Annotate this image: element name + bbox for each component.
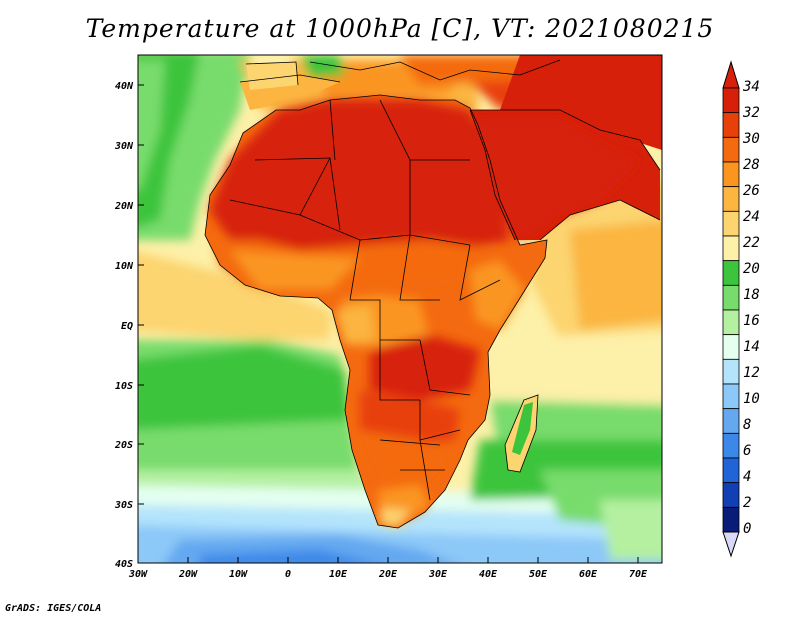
colorbar-label: 6 [743,443,751,459]
colorbar-label: 26 [743,183,760,199]
colorbar-label: 20 [743,261,760,277]
colorbar-label: 10 [743,391,760,407]
colorbar-swatch [722,482,740,508]
map-frame [137,54,663,564]
lon-label: 30E [428,569,448,580]
footer-credit: GrADS: IGES/COLA [5,603,102,614]
colorbar-label: 12 [743,365,760,381]
colorbar-swatch [722,112,740,138]
lon-label: 50E [529,569,548,580]
colorbar-swatch [722,87,740,114]
lat-label: 30N [114,141,134,152]
lat-label: EQ [121,321,133,332]
colorbar-swatch [722,210,740,237]
colorbar-label: 8 [743,417,751,433]
lon-label: 0 [285,569,291,580]
colorbar-swatch [722,408,740,434]
map-title: Temperature at 1000hPa [C], VT: 20210802… [85,14,715,43]
lon-label: 20W [178,569,198,580]
colorbar-label: 24 [743,209,760,225]
colorbar-label: 18 [743,287,760,303]
colorbar-label: 16 [743,313,760,329]
colorbar-swatch [722,161,740,188]
lon-label: 40E [479,569,498,580]
colorbar-swatch [722,284,740,311]
lat-label: 30S [114,500,133,511]
lon-label: 10E [329,569,348,580]
colorbar-swatch [722,432,740,459]
colorbar-bottom-arrow [722,531,740,558]
colorbar-label: 14 [743,339,760,355]
colorbar-labels: 34 32 30 28 26 24 22 20 18 16 14 12 10 8… [742,79,760,537]
colorbar-label: 2 [743,495,751,511]
colorbar-swatch [722,383,740,410]
longitude-labels: 30W 20W 10W 0 10E 20E 30E 40E 50E 60E 70… [128,569,648,580]
colorbar-swatch [722,506,740,533]
lat-label: 20N [114,201,134,212]
lat-label: 40S [115,559,133,570]
colorbar-swatch [722,235,740,262]
lat-label: 20S [114,440,133,451]
colorbar-swatch [722,260,740,286]
colorbar-label: 30 [742,131,760,147]
colorbar-swatch [722,309,740,336]
lon-label: 60E [579,569,598,580]
colorbar [722,60,740,558]
temperature-field [138,55,662,563]
colorbar-label: 4 [743,469,751,485]
axis-ticks [138,84,639,563]
colorbar-swatch [722,334,740,360]
lon-label: 10W [229,569,248,580]
colorbar-label: 0 [743,521,751,537]
lon-label: 30W [128,569,148,580]
coastlines [204,59,661,529]
latitude-labels: 40N 30N 20N 10N EQ 10S 20S 30S 40S [114,81,134,570]
colorbar-label: 22 [743,235,760,251]
colorbar-swatch [722,457,740,484]
colorbar-top-arrow [722,60,740,89]
lat-label: 40N [115,81,134,92]
lon-label: 70E [629,569,648,580]
lat-label: 10S [115,381,133,392]
lat-label: 10N [115,261,134,272]
colorbar-swatch [722,136,740,163]
colorbar-label: 28 [743,157,760,173]
colorbar-label: 34 [742,79,760,95]
colorbar-swatch [722,358,740,385]
colorbar-label: 32 [742,105,760,121]
lon-label: 20E [378,569,398,580]
colorbar-swatch [722,186,740,212]
